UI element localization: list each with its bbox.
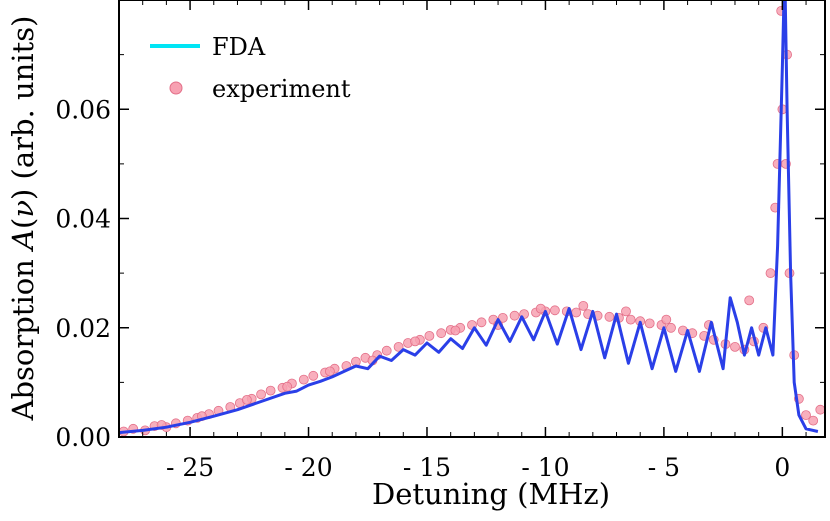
y-tick-label: 0.00 <box>55 423 111 452</box>
legend-experiment-label: experiment <box>212 75 351 103</box>
experiment-point <box>578 300 589 311</box>
experiment-point <box>410 336 421 347</box>
y-axis-title: Absorption A(ν) (arb. units) <box>6 16 40 422</box>
experiment-point <box>550 305 560 316</box>
experiment-point <box>621 306 631 317</box>
experiment-point <box>644 318 655 329</box>
fda-line <box>118 0 819 435</box>
experiment-point <box>801 410 811 421</box>
experiment-point <box>808 415 819 426</box>
experiment-point <box>256 389 267 400</box>
experiment-point <box>282 381 293 392</box>
experiment-point <box>450 325 461 336</box>
legend: FDA experiment <box>150 33 351 103</box>
x-tick-label: - 15 <box>403 453 451 482</box>
legend-fda-label: FDA <box>212 33 266 61</box>
experiment-point <box>535 303 546 314</box>
experiment-point <box>298 374 309 385</box>
experiment-point <box>604 311 615 322</box>
experiment-point <box>381 345 392 356</box>
experiment-point <box>661 314 672 325</box>
x-tick-label: - 20 <box>284 453 332 482</box>
experiment-point <box>265 385 276 396</box>
experiment-point <box>815 404 826 415</box>
axis-ticks: - 25 - 20 - 15 - 10 - 5 0 0.00 0.02 0.04 0.06 <box>55 0 825 482</box>
experiment-point <box>744 295 755 306</box>
x-tick-label: - 25 <box>166 453 214 482</box>
experiment-point <box>730 341 740 352</box>
experiment-point <box>424 330 435 341</box>
legend-experiment-marker <box>169 81 183 95</box>
fda-line-layer <box>118 0 819 435</box>
experiment-point <box>509 310 520 321</box>
y-tick-label: 0.06 <box>55 95 111 124</box>
experiment-point <box>625 314 636 325</box>
x-tick-label: - 5 <box>648 453 680 482</box>
x-tick-label: 0 <box>774 453 790 482</box>
experiment-point <box>324 366 335 377</box>
experiment-point <box>497 312 508 323</box>
x-tick-label: - 10 <box>521 453 569 482</box>
experiment-point <box>571 307 582 318</box>
experiment-point <box>765 268 776 279</box>
y-tick-label: 0.04 <box>55 205 111 234</box>
experiment-point <box>241 394 252 405</box>
experiment-point <box>308 370 319 381</box>
y-tick-label: 0.02 <box>55 314 111 343</box>
x-axis-title: Detuning (MHz) <box>372 477 610 511</box>
experiment-point <box>476 317 487 328</box>
experiment-point <box>393 341 404 352</box>
experiment-point <box>666 322 676 333</box>
plot-background <box>119 0 825 437</box>
experiment-point <box>436 328 447 339</box>
